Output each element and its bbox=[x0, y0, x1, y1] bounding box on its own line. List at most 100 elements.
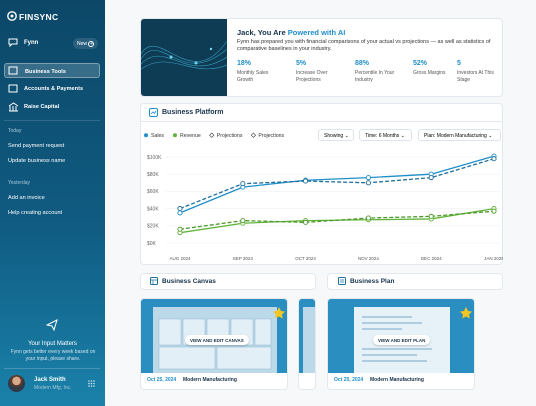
filter-label: Showing bbox=[324, 133, 344, 139]
history-item[interactable]: Update business name bbox=[8, 158, 66, 164]
point bbox=[240, 218, 246, 224]
point bbox=[240, 181, 246, 187]
plus-icon: + bbox=[88, 41, 95, 47]
line-chart: $0K $20K $40K $60K $80K $100K AUG 2024 SEP 2024… bbox=[144, 132, 503, 261]
divider bbox=[4, 120, 100, 121]
legend-swatch bbox=[144, 133, 148, 138]
point bbox=[177, 226, 183, 232]
menu-icon[interactable] bbox=[88, 380, 95, 387]
partial-card bbox=[298, 298, 316, 390]
nav-item[interactable]: Accounts & Payments bbox=[4, 81, 100, 96]
section-header bbox=[327, 273, 503, 290]
series-line bbox=[179, 155, 495, 214]
point bbox=[177, 210, 183, 216]
x-tick-label: NOV 2024 bbox=[358, 256, 380, 261]
stat-label: Percentile In Your Industry bbox=[355, 70, 395, 83]
nav-icons bbox=[8, 66, 19, 112]
filter-dropdown[interactable]: Time: 6 Months ⌄ bbox=[359, 129, 412, 141]
nav-label: Raise Capital bbox=[24, 103, 60, 110]
history-item[interactable]: Help creating account bbox=[8, 210, 63, 216]
feedback-text[interactable]: Fynn gets better every week based on you… bbox=[10, 349, 96, 362]
history-group: Yesterday bbox=[8, 180, 31, 186]
stat-label: Increase Over Projections bbox=[296, 70, 328, 83]
y-tick-label: $80K bbox=[147, 172, 159, 178]
y-tick-label: $60K bbox=[147, 189, 159, 195]
section-title: Business Canvas bbox=[162, 278, 216, 285]
assistant-name[interactable]: Fynn bbox=[24, 40, 39, 46]
stat-value: 88% bbox=[355, 60, 370, 67]
section-header bbox=[140, 273, 316, 290]
section-title: Business Plan bbox=[350, 278, 395, 285]
point bbox=[303, 178, 309, 184]
avatar[interactable] bbox=[8, 375, 25, 392]
nav-label: Accounts & Payments bbox=[24, 85, 84, 92]
y-tick-label: $100K bbox=[147, 155, 162, 161]
hero-art bbox=[141, 19, 227, 96]
stat-label: Investors At This Stage bbox=[457, 70, 494, 83]
new-label: New bbox=[77, 41, 88, 47]
legend-swatch bbox=[172, 133, 177, 138]
history-item[interactable]: Send payment request bbox=[8, 143, 65, 149]
plan-card[interactable]: VIEW AND EDIT PLAN Oct 25, 2024 Modern M… bbox=[327, 298, 475, 390]
logo: FINSYNC bbox=[19, 12, 59, 22]
filter-label: Time: 6 Months bbox=[365, 133, 400, 139]
legend-swatch bbox=[209, 132, 215, 138]
series-line bbox=[179, 158, 495, 210]
stat-label: Monthly Sales Growth bbox=[237, 70, 269, 83]
y-tick-label: $0K bbox=[147, 241, 157, 247]
card-date: Oct 25, 2024 bbox=[147, 377, 177, 383]
point bbox=[365, 175, 371, 181]
view-button[interactable]: VIEW AND EDIT CANVAS bbox=[185, 335, 249, 345]
platform-icon bbox=[149, 108, 158, 117]
canvas-icon bbox=[150, 277, 158, 285]
stat-label: Gross Margins bbox=[413, 70, 446, 76]
plan-icon bbox=[338, 277, 346, 285]
divider bbox=[4, 368, 100, 369]
logo-icon bbox=[7, 11, 17, 21]
point bbox=[177, 206, 183, 212]
legend-label: Projections bbox=[258, 133, 284, 139]
x-tick-label: OCT 2024 bbox=[295, 256, 316, 261]
send-icon bbox=[46, 319, 58, 331]
filter-dropdown[interactable]: Plan: Modern Manufacturing ⌄ bbox=[418, 129, 501, 141]
card-plan: Modern Manufacturing bbox=[370, 377, 424, 383]
legend-label: Sales bbox=[151, 133, 164, 139]
sidebar: FINSYNC Fynn New + Business Tools Accoun… bbox=[0, 0, 105, 406]
platform-header bbox=[140, 103, 503, 122]
x-tick-label: AUG 2024 bbox=[169, 256, 191, 261]
nav-label: Business Tools bbox=[25, 68, 66, 75]
history-group: Today bbox=[8, 128, 22, 134]
new-button[interactable]: New + bbox=[73, 38, 98, 49]
card-date: Oct 25, 2024 bbox=[334, 377, 364, 383]
nav-item[interactable]: Business Tools bbox=[4, 63, 100, 78]
y-tick-label: $20K bbox=[147, 224, 159, 230]
point bbox=[428, 213, 434, 219]
point bbox=[303, 219, 309, 225]
x-tick-label: DEC 2024 bbox=[421, 256, 442, 261]
x-tick-label: SEP 2024 bbox=[233, 256, 254, 261]
stat-value: 5% bbox=[296, 60, 307, 67]
legend-label: Projections bbox=[217, 133, 243, 139]
chat-icon bbox=[8, 38, 18, 47]
legend-swatch bbox=[250, 132, 257, 138]
hero-title-highlight: Powered with AI bbox=[287, 28, 346, 37]
x-tick-label: JAN 2025 bbox=[484, 256, 503, 261]
canvas-card[interactable]: VIEW AND EDIT CANVAS Oct 25, 2024 Modern… bbox=[140, 298, 288, 390]
point bbox=[491, 156, 497, 162]
point bbox=[491, 208, 497, 214]
filter-label: Plan: Modern Manufacturing bbox=[424, 133, 487, 139]
stat-value: 52% bbox=[413, 60, 428, 67]
hero-card: Jack, You Are Powered with AI Fynn has p… bbox=[140, 18, 503, 97]
point bbox=[365, 215, 371, 221]
hero-title: Jack, You Are Powered with AI bbox=[237, 28, 345, 37]
view-button[interactable]: VIEW AND EDIT PLAN bbox=[373, 335, 431, 345]
platform-title: Business Platform bbox=[162, 109, 224, 116]
user-name: Jack Smith bbox=[34, 377, 66, 383]
filter-dropdown[interactable]: Showing ⌄ bbox=[318, 129, 354, 141]
stat-value: 5 bbox=[457, 60, 461, 67]
point bbox=[428, 175, 434, 181]
y-tick-label: $40K bbox=[147, 206, 159, 212]
history-item[interactable]: Add an invoice bbox=[8, 195, 45, 201]
nav-item[interactable]: Raise Capital bbox=[4, 99, 100, 114]
